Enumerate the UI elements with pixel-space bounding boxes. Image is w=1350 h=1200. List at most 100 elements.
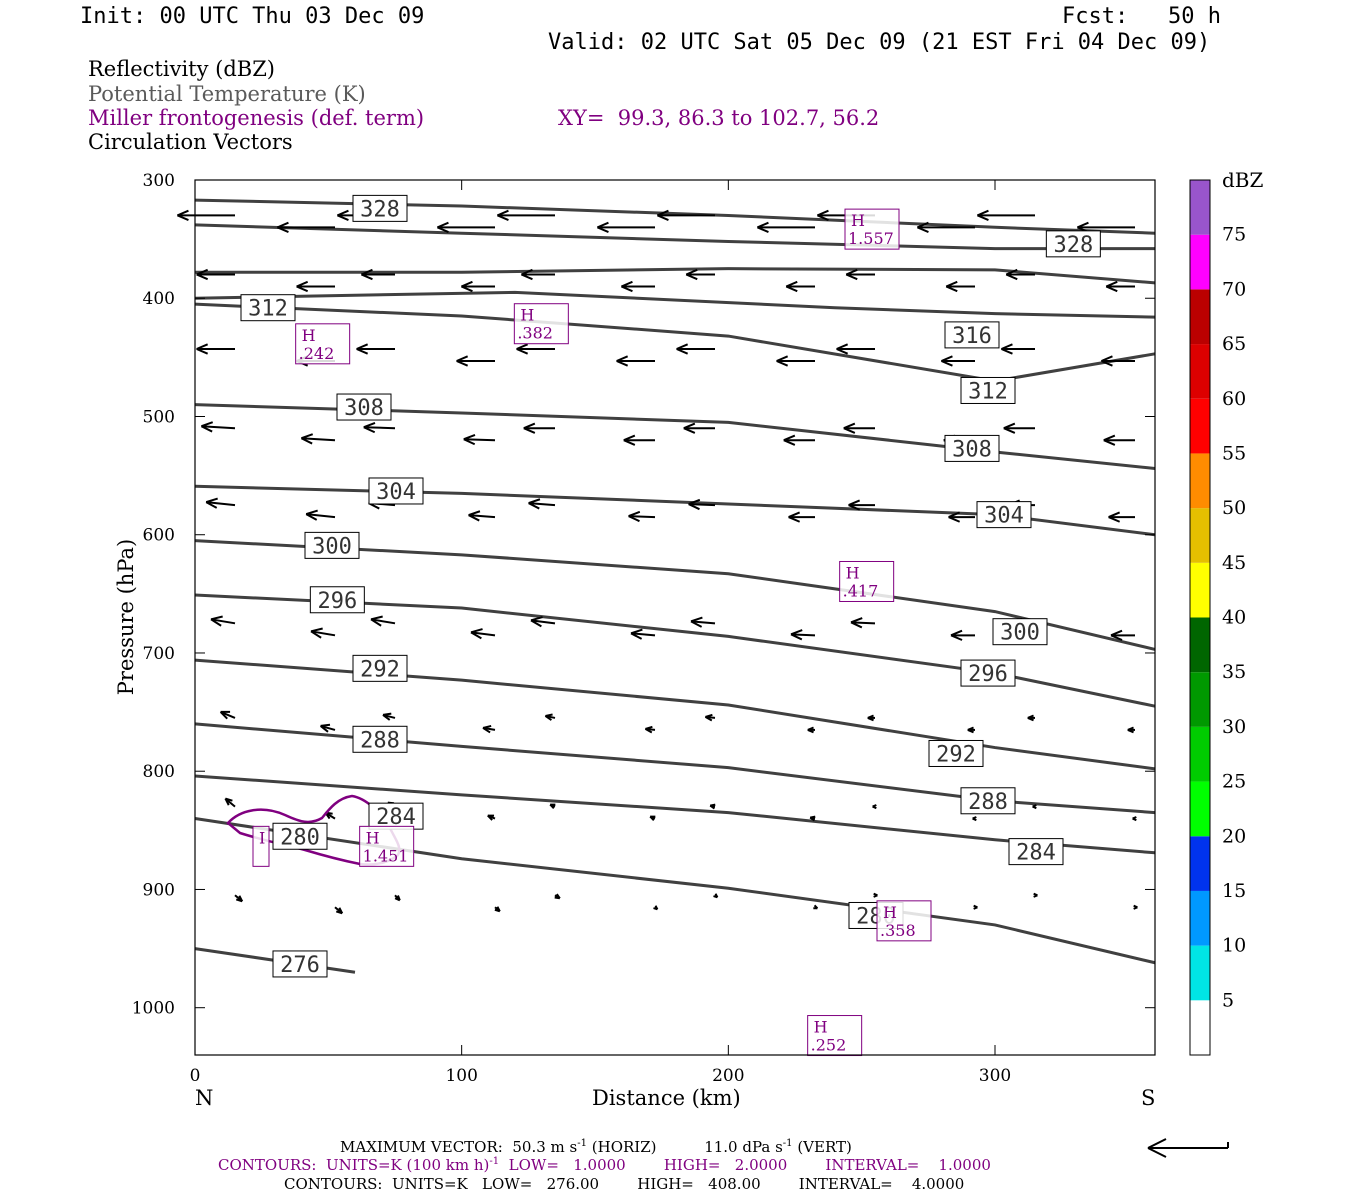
circulation-vector-head — [972, 816, 977, 822]
circulation-vector-head — [1027, 714, 1034, 722]
colorbar-segment — [1190, 453, 1210, 509]
circulation-vector-head — [1133, 904, 1138, 910]
contour-label: 328 — [1053, 233, 1093, 258]
circulation-vector-head — [967, 726, 974, 734]
colorbar-label: 25 — [1222, 771, 1246, 793]
circulation-vector-head — [437, 221, 449, 233]
contour-label: 308 — [952, 437, 992, 462]
legend-xy: XY= 99.3, 86.3 to 102.7, 56.2 — [558, 106, 880, 130]
contour-label: 304 — [376, 480, 416, 505]
circulation-vector-head — [788, 511, 801, 523]
circulation-vector-head — [523, 422, 536, 434]
y-tick-label: 500 — [143, 407, 175, 427]
circulation-vector — [463, 438, 496, 442]
circulation-vector-head — [224, 797, 233, 806]
circulation-vector-head — [516, 343, 529, 355]
circulation-vector — [210, 618, 236, 625]
circulation-vector-head — [1132, 816, 1137, 822]
circulation-vector-head — [836, 343, 849, 355]
circulation-vector-head — [468, 510, 481, 522]
circulation-vector — [790, 633, 816, 637]
circulation-vector-head — [1127, 726, 1134, 734]
circulation-vector-head — [623, 434, 636, 446]
circulation-vector-head — [690, 616, 703, 628]
colorbar-label: 30 — [1222, 716, 1246, 738]
footer-vert-value: 11.0 dPa s — [704, 1138, 783, 1156]
frontogenesis-max-symbol: H — [814, 1018, 828, 1037]
y-axis-title: Pressure (hPa) — [114, 538, 138, 696]
colorbar-label: 55 — [1222, 442, 1246, 464]
circulation-vector-head — [196, 268, 209, 281]
contour-label: 308 — [344, 396, 384, 421]
circulation-vector-head — [235, 895, 244, 903]
circulation-vector-head — [917, 221, 929, 233]
circulation-vector-head — [205, 497, 218, 509]
circulation-vector-head — [685, 268, 698, 281]
colorbar-segment — [1190, 836, 1210, 891]
circulation-vector — [306, 513, 336, 519]
circulation-vector-head — [1001, 343, 1013, 355]
reference-vector-arrow — [1147, 1138, 1229, 1158]
contour-label: 280 — [280, 825, 320, 850]
circulation-vector-head — [688, 498, 701, 511]
legend-vectors: Circulation Vectors — [88, 130, 293, 154]
circulation-vector-head — [277, 221, 289, 233]
circulation-vector — [220, 710, 236, 719]
contour-label-box — [304, 531, 360, 559]
y-tick-label: 900 — [143, 880, 175, 900]
circulation-vector — [363, 426, 396, 430]
x-axis-title: Distance (km) — [592, 1086, 741, 1110]
frontogenesis-max-value: .382 — [517, 324, 553, 343]
circulation-vector-head — [597, 221, 609, 233]
x-tick-label: 0 — [190, 1066, 201, 1086]
circulation-vector — [688, 503, 716, 507]
y-tick-label: 300 — [143, 171, 175, 191]
contour-label: 288 — [968, 790, 1008, 815]
circulation-vector-head — [310, 627, 323, 639]
footer-max-vector: MAXIMUM VECTOR: 50.3 m s-1 (HORIZ) 11.0 … — [340, 1138, 852, 1156]
circulation-vector-head — [709, 803, 716, 810]
contour-label-box — [272, 822, 328, 850]
frontogenesis-max-symbol: H — [846, 563, 860, 582]
circulation-vector — [370, 618, 396, 625]
frontogenesis-max-box — [876, 900, 932, 942]
circulation-vector-head — [945, 280, 958, 293]
frontogenesis-max-box — [359, 825, 415, 867]
circulation-vector-head — [848, 499, 861, 511]
colorbar-segment — [1190, 781, 1210, 837]
contour-label-box — [944, 434, 1000, 462]
footer-sup: -1 — [782, 1138, 793, 1149]
colorbar-segment — [1190, 945, 1210, 1001]
circulation-vector-head — [807, 726, 814, 734]
colorbar-label: 50 — [1222, 497, 1246, 519]
circulation-vector-head — [521, 268, 533, 281]
circulation-vector — [628, 515, 656, 519]
circulation-vector — [301, 437, 336, 442]
circulation-vector-head — [554, 893, 561, 900]
y-tick-label: 700 — [143, 644, 175, 664]
frontogenesis-max-value: .417 — [843, 581, 879, 600]
circulation-vector — [310, 630, 336, 637]
x-tick-label: 200 — [712, 1066, 744, 1086]
circulation-vector-head — [1032, 804, 1037, 810]
circulation-vector-head — [676, 343, 689, 355]
circulation-vector — [201, 425, 236, 430]
north-label: N — [195, 1086, 214, 1110]
contour-label-box — [368, 477, 424, 505]
circulation-vector — [530, 619, 556, 625]
contour-label-box — [309, 586, 365, 614]
circulation-vector-head — [296, 280, 309, 293]
y-tick-label: 1000 — [132, 999, 175, 1019]
contour-label: 300 — [312, 534, 352, 559]
circulation-vector-head — [456, 355, 469, 367]
circulation-vector-head — [628, 510, 641, 523]
contour-label: 276 — [280, 953, 320, 978]
circulation-vector-head — [1003, 422, 1016, 434]
circulation-vector-head — [948, 511, 961, 523]
circulation-vector — [528, 502, 556, 507]
circulation-vector-head — [1005, 268, 1018, 281]
legend-reflectivity: Reflectivity (dBZ) — [88, 57, 276, 81]
footer-sup: -1 — [489, 1156, 500, 1167]
frontogenesis-max-symbol: H — [851, 211, 865, 230]
colorbar-segment — [1190, 289, 1210, 345]
